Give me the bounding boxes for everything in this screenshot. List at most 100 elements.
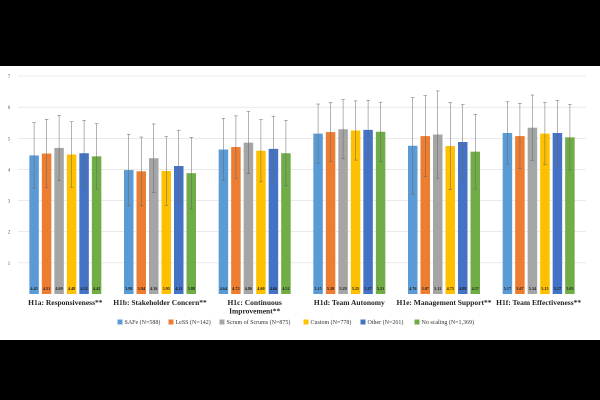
error-bar — [473, 114, 478, 190]
bar — [375, 131, 386, 294]
data-label: 5.15 — [541, 286, 548, 291]
data-label: 4.64 — [220, 286, 228, 291]
bar — [136, 171, 146, 294]
bar — [552, 132, 563, 294]
chart-figure: 1 2 3 4 5 6 7 4.45 4.51 4.69 4.48 4.52 4.42 3.98 3.94… — [0, 66, 600, 340]
legend-label: Scrum of Scrums (N=875) — [227, 319, 291, 326]
data-label: 3.98 — [125, 286, 132, 291]
error-bar — [234, 115, 238, 179]
bar — [91, 156, 102, 294]
data-label: 3.88 — [188, 286, 195, 291]
error-bar — [151, 123, 156, 193]
legend-item: No scaling (N=1,369) — [414, 319, 474, 326]
bar — [124, 170, 134, 294]
legend-swatch — [219, 319, 225, 325]
data-label: 4.52 — [80, 286, 87, 291]
bar — [515, 136, 525, 294]
error-bar — [448, 102, 453, 190]
legend-label: Other (N=261) — [368, 319, 404, 326]
error-bar — [435, 90, 440, 179]
bar — [445, 146, 455, 294]
error-bar — [460, 104, 465, 180]
bar — [433, 134, 443, 294]
data-label: 4.45 — [30, 286, 37, 291]
error-bar — [316, 103, 320, 164]
category-label: H1d: Team Autonomy — [314, 298, 385, 307]
error-bar — [246, 111, 251, 175]
legend-swatch — [117, 319, 123, 325]
bar — [281, 153, 291, 294]
data-label: 4.66 — [270, 286, 277, 291]
bar — [540, 133, 550, 294]
bar — [231, 147, 241, 294]
legend-item: SAFe (N=588) — [117, 319, 161, 326]
legend-item: Other (N=261) — [360, 319, 404, 326]
error-bar — [423, 95, 428, 177]
error-bar — [505, 101, 510, 165]
bar — [66, 154, 77, 294]
data-label: 5.03 — [566, 286, 573, 291]
data-label: 4.72 — [232, 286, 239, 291]
bar — [268, 148, 279, 294]
data-label: 4.69 — [55, 286, 62, 291]
data-label: 4.36 — [150, 286, 157, 291]
category-label: H1a: Responsiveness** — [28, 298, 103, 307]
bar — [325, 132, 336, 294]
y-tick-label: 6 — [8, 106, 11, 111]
legend-label: LeSS (N=142) — [176, 319, 211, 326]
bar — [218, 149, 229, 294]
data-label: 5.12 — [434, 286, 441, 291]
bar — [313, 133, 323, 294]
bar — [79, 153, 89, 294]
data-label: 4.60 — [257, 286, 264, 291]
bar — [161, 170, 171, 294]
legend-label: SAFe (N=588) — [125, 319, 161, 326]
data-label: 4.88 — [459, 286, 466, 291]
bar — [565, 137, 575, 294]
bar — [420, 136, 430, 294]
legend-swatch — [360, 319, 366, 325]
error-bar — [353, 100, 358, 161]
legend-swatch — [168, 319, 174, 325]
data-label: 5.17 — [554, 286, 561, 291]
bar — [458, 142, 468, 294]
gridlines — [18, 75, 586, 264]
data-labels: 4.45 4.51 4.69 4.48 4.52 4.42 3.98 3.94 4.36 3.95… — [30, 286, 573, 291]
error-bar — [410, 97, 415, 195]
legend-item: Custom (N=778) — [303, 319, 352, 326]
y-tick-label: 1 — [8, 262, 11, 267]
bar — [527, 127, 538, 294]
legend-swatch — [303, 319, 309, 325]
category-label: H1f: Team Effectiveness** — [496, 298, 581, 307]
error-bar — [164, 136, 169, 206]
y-tick-label: 3 — [8, 200, 11, 205]
legend-item: Scrum of Scrums (N=875) — [219, 319, 291, 326]
data-label: 5.15 — [314, 286, 321, 291]
error-bar — [32, 122, 36, 189]
bar — [350, 130, 361, 294]
error-bar — [518, 103, 522, 170]
legend-label: Custom (N=778) — [311, 319, 352, 326]
error-bar — [341, 99, 345, 160]
bar — [243, 142, 254, 294]
error-bar — [44, 119, 49, 189]
error-bar — [94, 123, 99, 190]
y-tick-label: 7 — [8, 75, 11, 80]
bar — [149, 158, 159, 294]
legend-item: LeSS (N=142) — [168, 319, 211, 326]
data-label: 4.11 — [175, 286, 182, 291]
bar — [41, 153, 52, 294]
data-label: 4.52 — [282, 286, 289, 291]
error-bar — [555, 100, 560, 166]
error-bar — [328, 102, 333, 162]
data-label: 4.42 — [93, 286, 100, 291]
category-label: Improvement** — [229, 307, 280, 316]
error-bar — [69, 121, 74, 188]
error-bar — [176, 129, 181, 203]
error-bar — [221, 118, 226, 181]
error-bar — [57, 114, 61, 181]
bars — [29, 127, 575, 294]
category-label: H1c: Continuous — [227, 298, 281, 307]
data-label: 5.21 — [377, 286, 384, 291]
error-bar — [366, 100, 370, 160]
